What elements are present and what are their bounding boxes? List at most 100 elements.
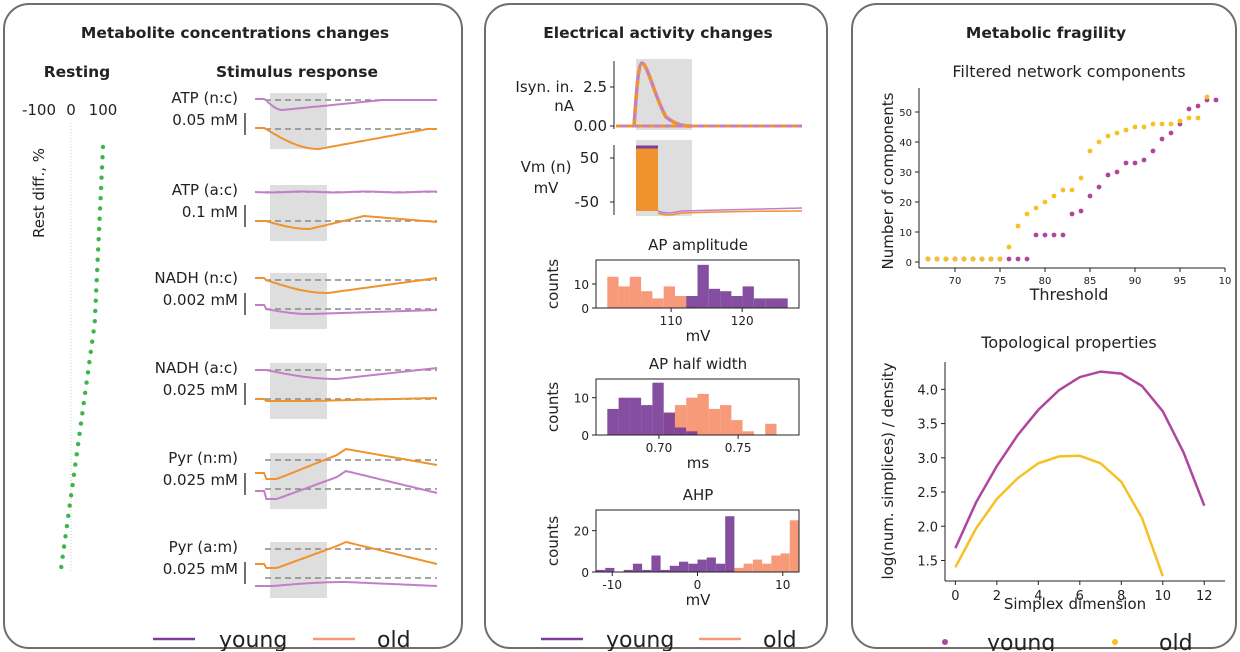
scatter-point-young bbox=[1186, 106, 1192, 112]
hist-bar-old bbox=[731, 420, 743, 435]
rest-dot bbox=[68, 493, 74, 498]
hist-bar-young bbox=[632, 563, 643, 572]
scatter-ytick-label: 0 bbox=[906, 258, 912, 269]
scatter-point-old bbox=[1159, 121, 1165, 127]
hist-bar-old bbox=[789, 520, 799, 572]
line-xtick-label: 4 bbox=[1034, 589, 1042, 604]
trace-name: ATP (a:c) bbox=[172, 181, 238, 199]
trace-name: Pyr (a:m) bbox=[169, 538, 238, 556]
rest-dot bbox=[99, 165, 105, 170]
rest-dot bbox=[61, 544, 67, 549]
scatter-point-old bbox=[1060, 187, 1066, 193]
hist-bar-old bbox=[641, 291, 653, 308]
rest-dot bbox=[98, 185, 104, 191]
hist-bar-young bbox=[697, 559, 707, 572]
fragility-figure: Metabolic fragility Filtered network com… bbox=[879, 24, 1231, 651]
scatter-ytick-label: 30 bbox=[899, 168, 912, 179]
scatter-point-old bbox=[1015, 223, 1021, 229]
stim-shade bbox=[270, 363, 327, 419]
hist-bar-young bbox=[708, 288, 721, 308]
hist-ytick-label: 0 bbox=[581, 429, 589, 443]
line-ytick-label: 3.5 bbox=[917, 418, 938, 433]
rest-dot bbox=[66, 513, 71, 518]
panel-title: Metabolite concentrations changes bbox=[81, 24, 389, 42]
scatter-point-old bbox=[1177, 118, 1183, 124]
legend-young-label: young bbox=[987, 631, 1055, 651]
hist-xlabel: ms bbox=[687, 454, 710, 472]
hist-ylabel: counts bbox=[544, 382, 562, 432]
stim-shade bbox=[270, 542, 327, 598]
stimulus-trace bbox=[254, 190, 437, 194]
hist-bar-young bbox=[679, 561, 689, 572]
hist-ytick-label: 20 bbox=[574, 525, 589, 539]
hist-bar-young bbox=[651, 555, 661, 572]
scatter-point-old bbox=[1051, 193, 1057, 199]
trace-name: ATP (n:c) bbox=[171, 89, 238, 107]
scatter-point-young bbox=[1015, 256, 1021, 262]
metabolite-figure: Metabolite concentrations changes Restin… bbox=[22, 24, 438, 651]
scatter-point-old bbox=[1204, 94, 1210, 100]
scatter-point-young bbox=[1159, 136, 1165, 142]
scatter-xtick-label: 70 bbox=[949, 276, 962, 287]
scatter-point-old bbox=[1168, 121, 1174, 127]
scatter-point-young bbox=[1114, 169, 1120, 175]
rest-dot bbox=[97, 216, 102, 221]
hist-bar-young bbox=[765, 298, 777, 308]
rest-dot bbox=[100, 155, 105, 160]
rest-dot bbox=[60, 554, 65, 559]
scatter-point-old bbox=[1006, 244, 1012, 250]
trace-scale: 0.1 mM bbox=[182, 203, 238, 221]
stimulus-trace bbox=[255, 277, 438, 294]
scatter-point-old bbox=[988, 256, 994, 262]
hist-bar-old bbox=[607, 276, 619, 308]
scatter-point-old bbox=[943, 256, 949, 262]
hist-xtick-label: 110 bbox=[660, 314, 683, 328]
legend-old-label: old bbox=[763, 628, 797, 651]
vm-spike-train-old bbox=[636, 147, 658, 211]
scatter-xlabel: Threshold bbox=[1029, 285, 1109, 304]
legend-young-label: young bbox=[219, 628, 287, 651]
stimulus-trace bbox=[255, 98, 437, 112]
stimulus-trace bbox=[255, 581, 438, 587]
hist-xlabel: mV bbox=[686, 327, 712, 345]
scatter-point-old bbox=[1024, 211, 1030, 217]
hist-bar-old bbox=[674, 405, 687, 435]
hist-bar-old bbox=[752, 559, 763, 572]
legend-young-dot bbox=[942, 639, 948, 645]
hist-bar-old bbox=[734, 567, 744, 572]
hist-frame bbox=[595, 378, 800, 436]
stimulus-trace bbox=[255, 367, 438, 380]
hist-bar-young bbox=[641, 405, 653, 435]
rest-dot bbox=[87, 359, 92, 365]
fragility-panel: Metabolic fragility Filtered network com… bbox=[851, 3, 1237, 651]
stim-shade bbox=[270, 273, 327, 329]
rest-dot bbox=[95, 257, 100, 262]
scatter-point-young bbox=[1042, 232, 1048, 238]
scatter-ytick-label: 10 bbox=[899, 228, 912, 239]
scatter-point-old bbox=[925, 256, 931, 262]
vm-tick: 50 bbox=[580, 149, 599, 167]
hist-bar-young bbox=[669, 565, 679, 572]
hist-bar-young bbox=[607, 408, 619, 435]
hist-bar-young bbox=[686, 431, 698, 435]
isyn-tick: 0.00 bbox=[574, 117, 607, 135]
hist-bar-young bbox=[660, 569, 670, 572]
rest-dot bbox=[88, 349, 93, 355]
rest-tick: 100 bbox=[89, 101, 118, 119]
line-ytick-label: 1.5 bbox=[917, 554, 938, 569]
metabolite-panel: Metabolite concentrations changes Restin… bbox=[3, 3, 463, 651]
rest-dot bbox=[94, 267, 100, 273]
hist-bar-young bbox=[716, 563, 726, 572]
line-title: Topological properties bbox=[980, 333, 1156, 352]
hist-bar-old bbox=[674, 296, 687, 308]
hist-bar-young bbox=[720, 291, 732, 308]
scatter-point-young bbox=[1132, 160, 1138, 166]
hist-bar-young bbox=[663, 412, 675, 435]
rest-dot bbox=[84, 380, 89, 385]
hist-bar-old bbox=[697, 393, 709, 435]
hist-bar-young bbox=[725, 516, 735, 572]
hist-xtick-label: 120 bbox=[731, 314, 754, 328]
stimulus-trace bbox=[255, 304, 438, 315]
trace-scale: 0.05 mM bbox=[172, 111, 238, 129]
isyn-label: Isyn. in. bbox=[515, 78, 574, 96]
